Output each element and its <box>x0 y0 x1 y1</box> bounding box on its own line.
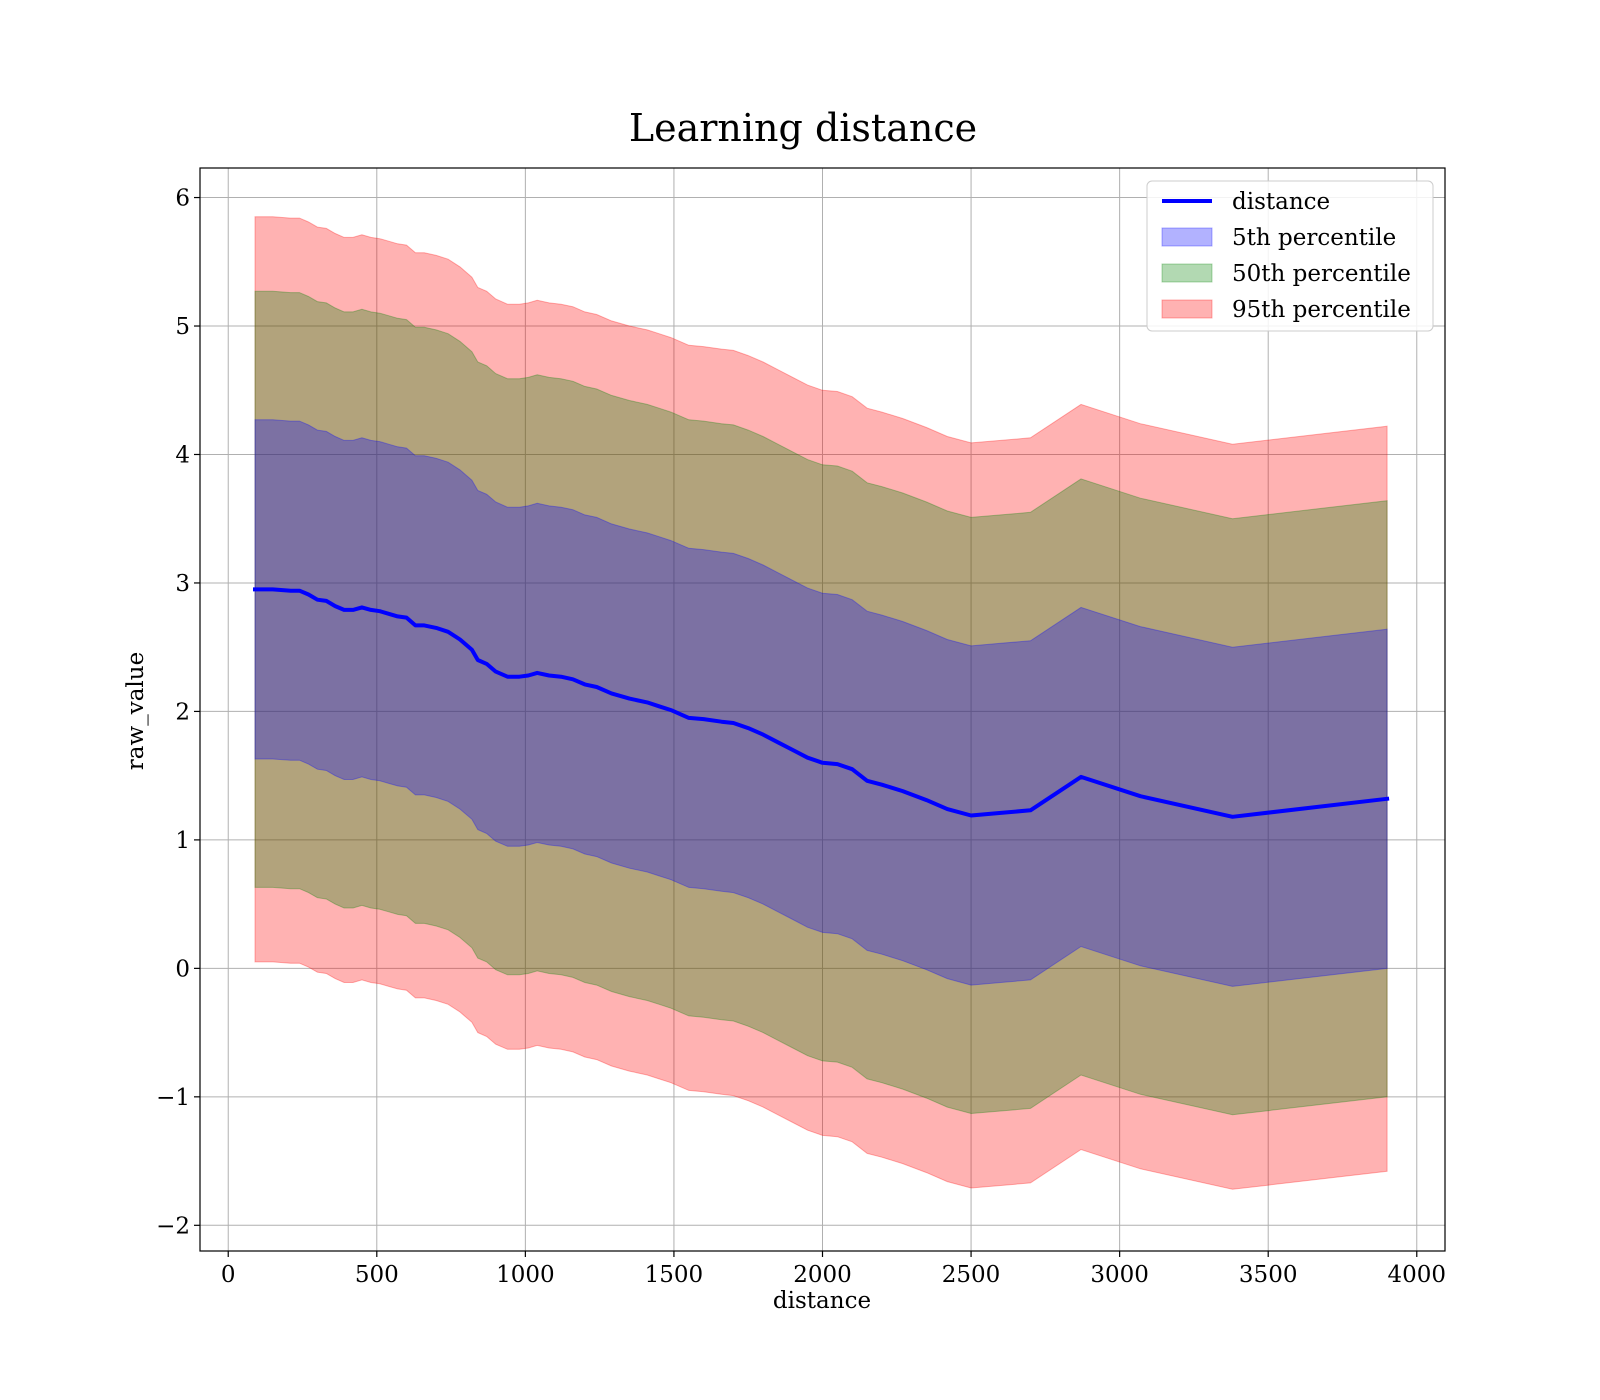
legend-label: 95th percentile <box>1232 297 1411 323</box>
y-tick-label: −2 <box>156 1213 190 1239</box>
x-tick-label: 2000 <box>793 1262 852 1288</box>
x-tick-label: 1500 <box>645 1262 704 1288</box>
legend-label: 50th percentile <box>1232 261 1411 287</box>
y-tick-label: 0 <box>175 956 190 982</box>
chart-title: Learning distance <box>629 106 977 150</box>
band-50th-percentile <box>254 290 1388 1116</box>
y-tick-label: 4 <box>175 442 190 468</box>
x-tick-label: 2500 <box>942 1262 1001 1288</box>
x-axis-label: distance <box>773 1288 871 1314</box>
legend-swatch-patch <box>1161 263 1213 283</box>
legend-box <box>1146 180 1434 332</box>
x-tick-label: 1000 <box>496 1262 555 1288</box>
y-tick-label: 6 <box>175 186 190 212</box>
x-tick-label: 500 <box>355 1262 399 1288</box>
y-tick-label: 3 <box>175 571 190 597</box>
band-95th-percentile <box>254 216 1388 1190</box>
legend-label: 5th percentile <box>1232 225 1396 251</box>
legend-label: distance <box>1232 189 1330 215</box>
series-line-distance <box>253 587 1390 819</box>
y-axis-label: raw_value <box>123 652 149 770</box>
x-tick-label: 4000 <box>1387 1262 1446 1288</box>
legend: distance 5th percentile 50th percentile 95t… <box>1146 180 1434 332</box>
grid-lines <box>200 168 1445 1251</box>
x-tick-label: 0 <box>221 1262 236 1288</box>
series-lines <box>253 587 1390 819</box>
y-axis-ticks: −2 −1 0 1 2 3 4 5 6 <box>156 186 200 1239</box>
legend-swatch-patch <box>1161 227 1213 247</box>
y-tick-label: −1 <box>156 1085 190 1111</box>
x-tick-label: 3500 <box>1239 1262 1298 1288</box>
y-tick-label: 5 <box>175 314 190 340</box>
x-axis-ticks: 0 500 1000 1500 2000 2500 3000 3500 4000 <box>221 1251 1446 1288</box>
legend-swatch-patch <box>1161 299 1213 319</box>
band-5th-percentile <box>254 419 1388 987</box>
y-tick-label: 2 <box>175 699 190 725</box>
percentile-bands <box>254 216 1388 1190</box>
y-tick-label: 1 <box>175 828 190 854</box>
x-tick-label: 3000 <box>1090 1262 1149 1288</box>
